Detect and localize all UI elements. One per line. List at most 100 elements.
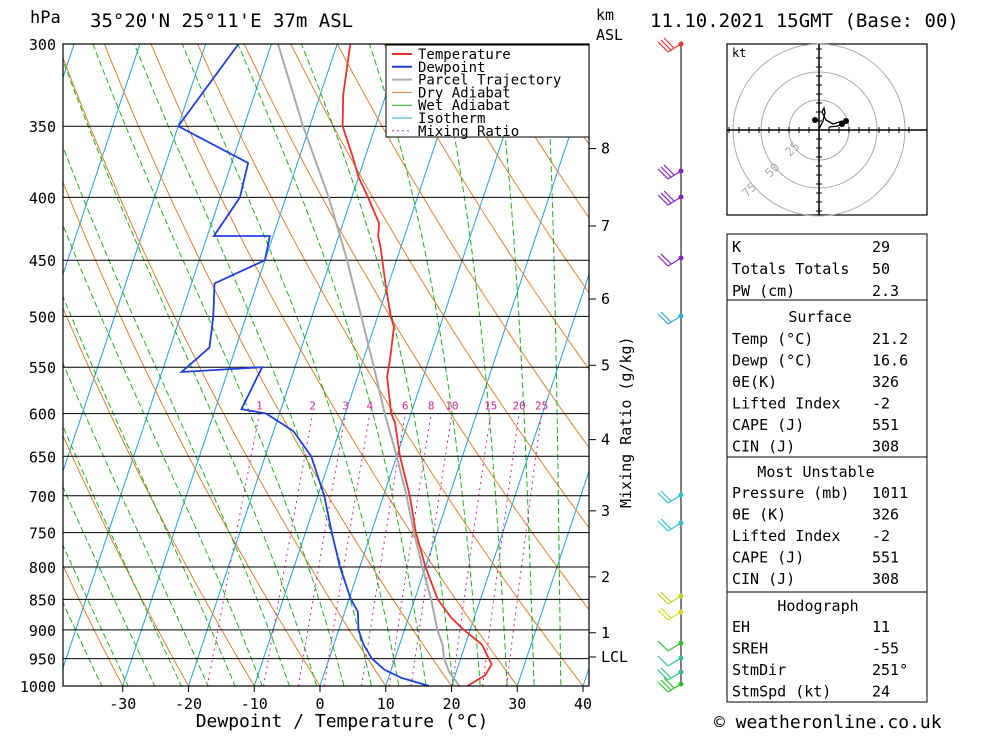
hodograph-stats-value: 24 bbox=[872, 683, 890, 701]
index-value: 2.3 bbox=[872, 282, 899, 300]
hodograph-stats-value: -55 bbox=[872, 640, 899, 658]
barb-flag bbox=[658, 314, 668, 324]
barb-flag bbox=[661, 193, 671, 203]
pressure-tick-label: 950 bbox=[29, 651, 56, 669]
wind-barb bbox=[658, 608, 681, 620]
barb-staff bbox=[668, 523, 681, 531]
barb-staff bbox=[668, 44, 681, 52]
wind-barb bbox=[658, 641, 681, 651]
hodograph-stats-label: StmDir bbox=[732, 661, 786, 679]
mixing-ratio-label: 20 bbox=[512, 400, 525, 413]
mixing-ratio-label: 2 bbox=[309, 400, 316, 413]
isotherm bbox=[0, 0, 172, 712]
surface-label: CIN (J) bbox=[732, 438, 795, 456]
hodograph-stats-label: EH bbox=[732, 618, 750, 636]
barb-staff bbox=[668, 612, 681, 620]
pressure-tick-label: 400 bbox=[29, 189, 56, 207]
mixing-ratio-label: 1 bbox=[256, 400, 263, 413]
surface-label: θE(K) bbox=[732, 373, 777, 391]
barb-flag bbox=[661, 668, 671, 678]
barb-flag bbox=[658, 521, 668, 531]
barb-staff bbox=[668, 197, 681, 205]
pressure-tick-label: 900 bbox=[29, 622, 56, 640]
most-unstable-value: 551 bbox=[872, 549, 899, 567]
wind-barb bbox=[658, 165, 681, 179]
x-axis-title: Dewpoint / Temperature (°C) bbox=[196, 711, 489, 732]
hodograph-stats-value: 251° bbox=[872, 661, 908, 679]
barb-flag bbox=[661, 254, 671, 264]
wind-barb bbox=[658, 656, 681, 666]
location-title: 35°20'N 25°11'E 37m ASL bbox=[90, 10, 353, 32]
index-value: 50 bbox=[872, 260, 890, 278]
pressure-tick-label: 750 bbox=[29, 525, 56, 543]
most-unstable-value: 308 bbox=[872, 570, 899, 588]
barb-flag bbox=[664, 191, 674, 201]
most-unstable-title: Most Unstable bbox=[757, 463, 874, 481]
surface-label: Lifted Index bbox=[732, 395, 840, 413]
pressure-tick-label: 650 bbox=[29, 448, 56, 466]
height-tick-label: LCL bbox=[601, 648, 628, 666]
height-tick-label: 5 bbox=[601, 356, 610, 374]
pressure-tick-label: 350 bbox=[29, 118, 56, 136]
barb-staff bbox=[668, 258, 681, 266]
barb-flag bbox=[658, 670, 668, 680]
barb-flag bbox=[658, 493, 668, 503]
wind-barb bbox=[658, 668, 681, 680]
barb-flag bbox=[661, 608, 671, 618]
asl-label: ASL bbox=[596, 26, 623, 44]
x-tick-label: 30 bbox=[508, 695, 526, 713]
datetime-title: 11.10.2021 15GMT (Base: 00) bbox=[650, 10, 959, 32]
barb-staff bbox=[668, 495, 681, 503]
height-tick-label: 6 bbox=[601, 290, 610, 308]
height-tick-label: 8 bbox=[601, 140, 610, 158]
hodograph-point bbox=[812, 117, 818, 123]
barb-flag bbox=[661, 592, 671, 602]
mixing-ratio-label: 4 bbox=[366, 400, 373, 413]
barb-flag bbox=[661, 491, 671, 501]
barb-staff bbox=[668, 658, 681, 666]
wind-barb bbox=[658, 491, 681, 503]
surface-label: Dewp (°C) bbox=[732, 352, 813, 370]
km-label: km bbox=[596, 6, 614, 24]
barb-flag bbox=[661, 312, 671, 322]
isotherm bbox=[114, 0, 370, 712]
pressure-isobars bbox=[63, 44, 589, 686]
barb-flag bbox=[658, 195, 668, 205]
wind-profile bbox=[658, 38, 684, 692]
copyright: © weatheronline.co.uk bbox=[714, 712, 942, 733]
wet-adiabat bbox=[0, 0, 114, 712]
surface-value: 308 bbox=[872, 438, 899, 456]
wind-barb bbox=[658, 191, 681, 205]
height-tick-label: 4 bbox=[601, 431, 610, 449]
index-label: Totals Totals bbox=[732, 260, 849, 278]
most-unstable-value: -2 bbox=[872, 527, 890, 545]
barb-flag bbox=[658, 682, 668, 692]
height-tick-label: 2 bbox=[601, 568, 610, 586]
hodograph-stats-label: StmSpd (kt) bbox=[732, 683, 831, 701]
wind-barb bbox=[658, 592, 681, 604]
plot-frame bbox=[63, 44, 589, 686]
wind-barb bbox=[658, 38, 681, 52]
barb-flag bbox=[658, 594, 668, 604]
index-label: K bbox=[732, 238, 741, 256]
barb-staff bbox=[668, 643, 681, 651]
barb-staff bbox=[668, 316, 681, 324]
dry-adiabat bbox=[0, 0, 137, 712]
legend-label: Mixing Ratio bbox=[418, 124, 519, 140]
barb-flag bbox=[661, 40, 671, 50]
surface-value: -2 bbox=[872, 395, 890, 413]
pressure-tick-label: 1000 bbox=[20, 678, 56, 696]
index-label: PW (cm) bbox=[732, 282, 795, 300]
surface-value: 21.2 bbox=[872, 330, 908, 348]
barb-flag bbox=[661, 680, 671, 690]
hpa-label: hPa bbox=[30, 8, 61, 28]
barb-flag bbox=[664, 165, 674, 175]
pressure-tick-label: 450 bbox=[29, 252, 56, 270]
pressure-tick-label: 800 bbox=[29, 559, 56, 577]
barb-flag bbox=[658, 610, 668, 620]
